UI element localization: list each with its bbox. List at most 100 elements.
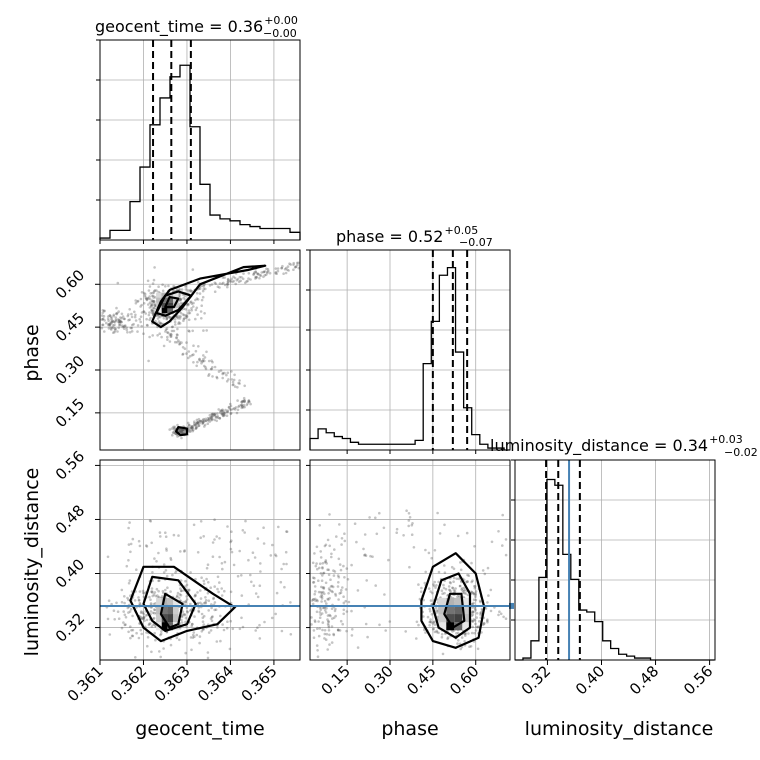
sample-point (327, 568, 331, 572)
sample-point (342, 595, 345, 598)
sample-point (472, 601, 475, 605)
sample-point (204, 367, 208, 371)
sample-point (179, 297, 183, 301)
sample-point (173, 318, 177, 321)
sample-point (150, 590, 153, 593)
sample-point (151, 594, 154, 598)
sample-point (188, 427, 191, 430)
density-cell (156, 614, 162, 623)
density-cell (156, 597, 162, 606)
sample-point (193, 422, 196, 425)
sample-point (153, 302, 156, 306)
sample-point (129, 625, 132, 628)
sample-point (186, 289, 190, 292)
sample-point (176, 317, 180, 320)
sample-point (242, 396, 246, 400)
sample-point (440, 589, 444, 592)
sample-point (128, 331, 132, 334)
sample-point (497, 613, 500, 617)
sample-point (210, 412, 214, 416)
sample-point (196, 421, 199, 424)
sample-point (254, 629, 257, 632)
x-tick-label: 0.56 (680, 662, 716, 698)
sample-point (176, 594, 179, 597)
sample-point (200, 298, 204, 302)
sample-point (125, 326, 128, 330)
sample-point (243, 399, 246, 403)
sample-point (152, 306, 155, 310)
sample-point (321, 586, 325, 589)
sample-point (330, 641, 334, 644)
sample-point (213, 290, 217, 294)
sample-point (149, 292, 152, 295)
sample-point (478, 620, 481, 623)
sample-point (137, 596, 140, 599)
sample-point (181, 346, 185, 349)
sample-point (153, 608, 157, 612)
sample-point (117, 310, 120, 313)
sample-point (218, 581, 221, 584)
density-cell (156, 605, 162, 615)
sample-point (241, 406, 245, 409)
sample-point (501, 513, 505, 517)
sample-point (320, 612, 324, 615)
sample-point (203, 312, 206, 315)
sample-point (499, 612, 503, 616)
sample-point (202, 535, 205, 538)
sample-point (195, 291, 199, 295)
sample-point (119, 320, 123, 324)
sample-point (435, 584, 438, 587)
sample-point (221, 414, 225, 418)
sample-point (327, 620, 330, 624)
sample-point (433, 620, 436, 624)
sample-point (408, 516, 412, 519)
sample-point (123, 324, 126, 328)
sample-point (225, 380, 229, 383)
sample-point (288, 262, 291, 266)
sample-point (432, 583, 435, 586)
sample-point (355, 540, 358, 544)
sample-point (200, 419, 203, 423)
sample-point (327, 629, 331, 632)
density-cell (454, 605, 463, 615)
sample-point (214, 416, 218, 419)
sample-point (471, 613, 475, 616)
sample-point (192, 305, 195, 308)
sample-point (313, 619, 317, 622)
sample-point (206, 651, 210, 654)
sample-point (128, 610, 132, 613)
sample-point (134, 301, 138, 305)
sample-point (279, 580, 283, 584)
sample-point (320, 595, 324, 598)
sample-point (319, 590, 323, 594)
sample-point (285, 562, 288, 566)
panel-frame (99, 39, 301, 241)
sample-point (138, 318, 141, 321)
sample-point (188, 330, 191, 333)
sample-point (220, 587, 223, 590)
sample-point (196, 551, 200, 554)
sample-point (180, 431, 183, 434)
sample-point (166, 331, 169, 334)
title-phase-lower: −0.07 (459, 236, 493, 249)
sample-point (229, 619, 232, 623)
sample-point (282, 272, 285, 276)
sample-point (280, 629, 284, 633)
sample-point (471, 579, 474, 582)
sample-point (226, 410, 229, 414)
sample-point (228, 647, 232, 651)
sample-point (100, 318, 104, 321)
sample-point (213, 365, 217, 369)
sample-point (140, 617, 144, 620)
sample-point (164, 330, 167, 333)
sample-point (253, 556, 257, 559)
sample-point (473, 587, 477, 590)
sample-point (159, 321, 163, 325)
sample-point (191, 636, 195, 639)
sample-point (333, 570, 337, 573)
sample-point (200, 362, 203, 365)
sample-point (387, 558, 390, 562)
sample-point (310, 599, 314, 602)
sample-point (212, 413, 216, 416)
sample-point (449, 581, 452, 585)
